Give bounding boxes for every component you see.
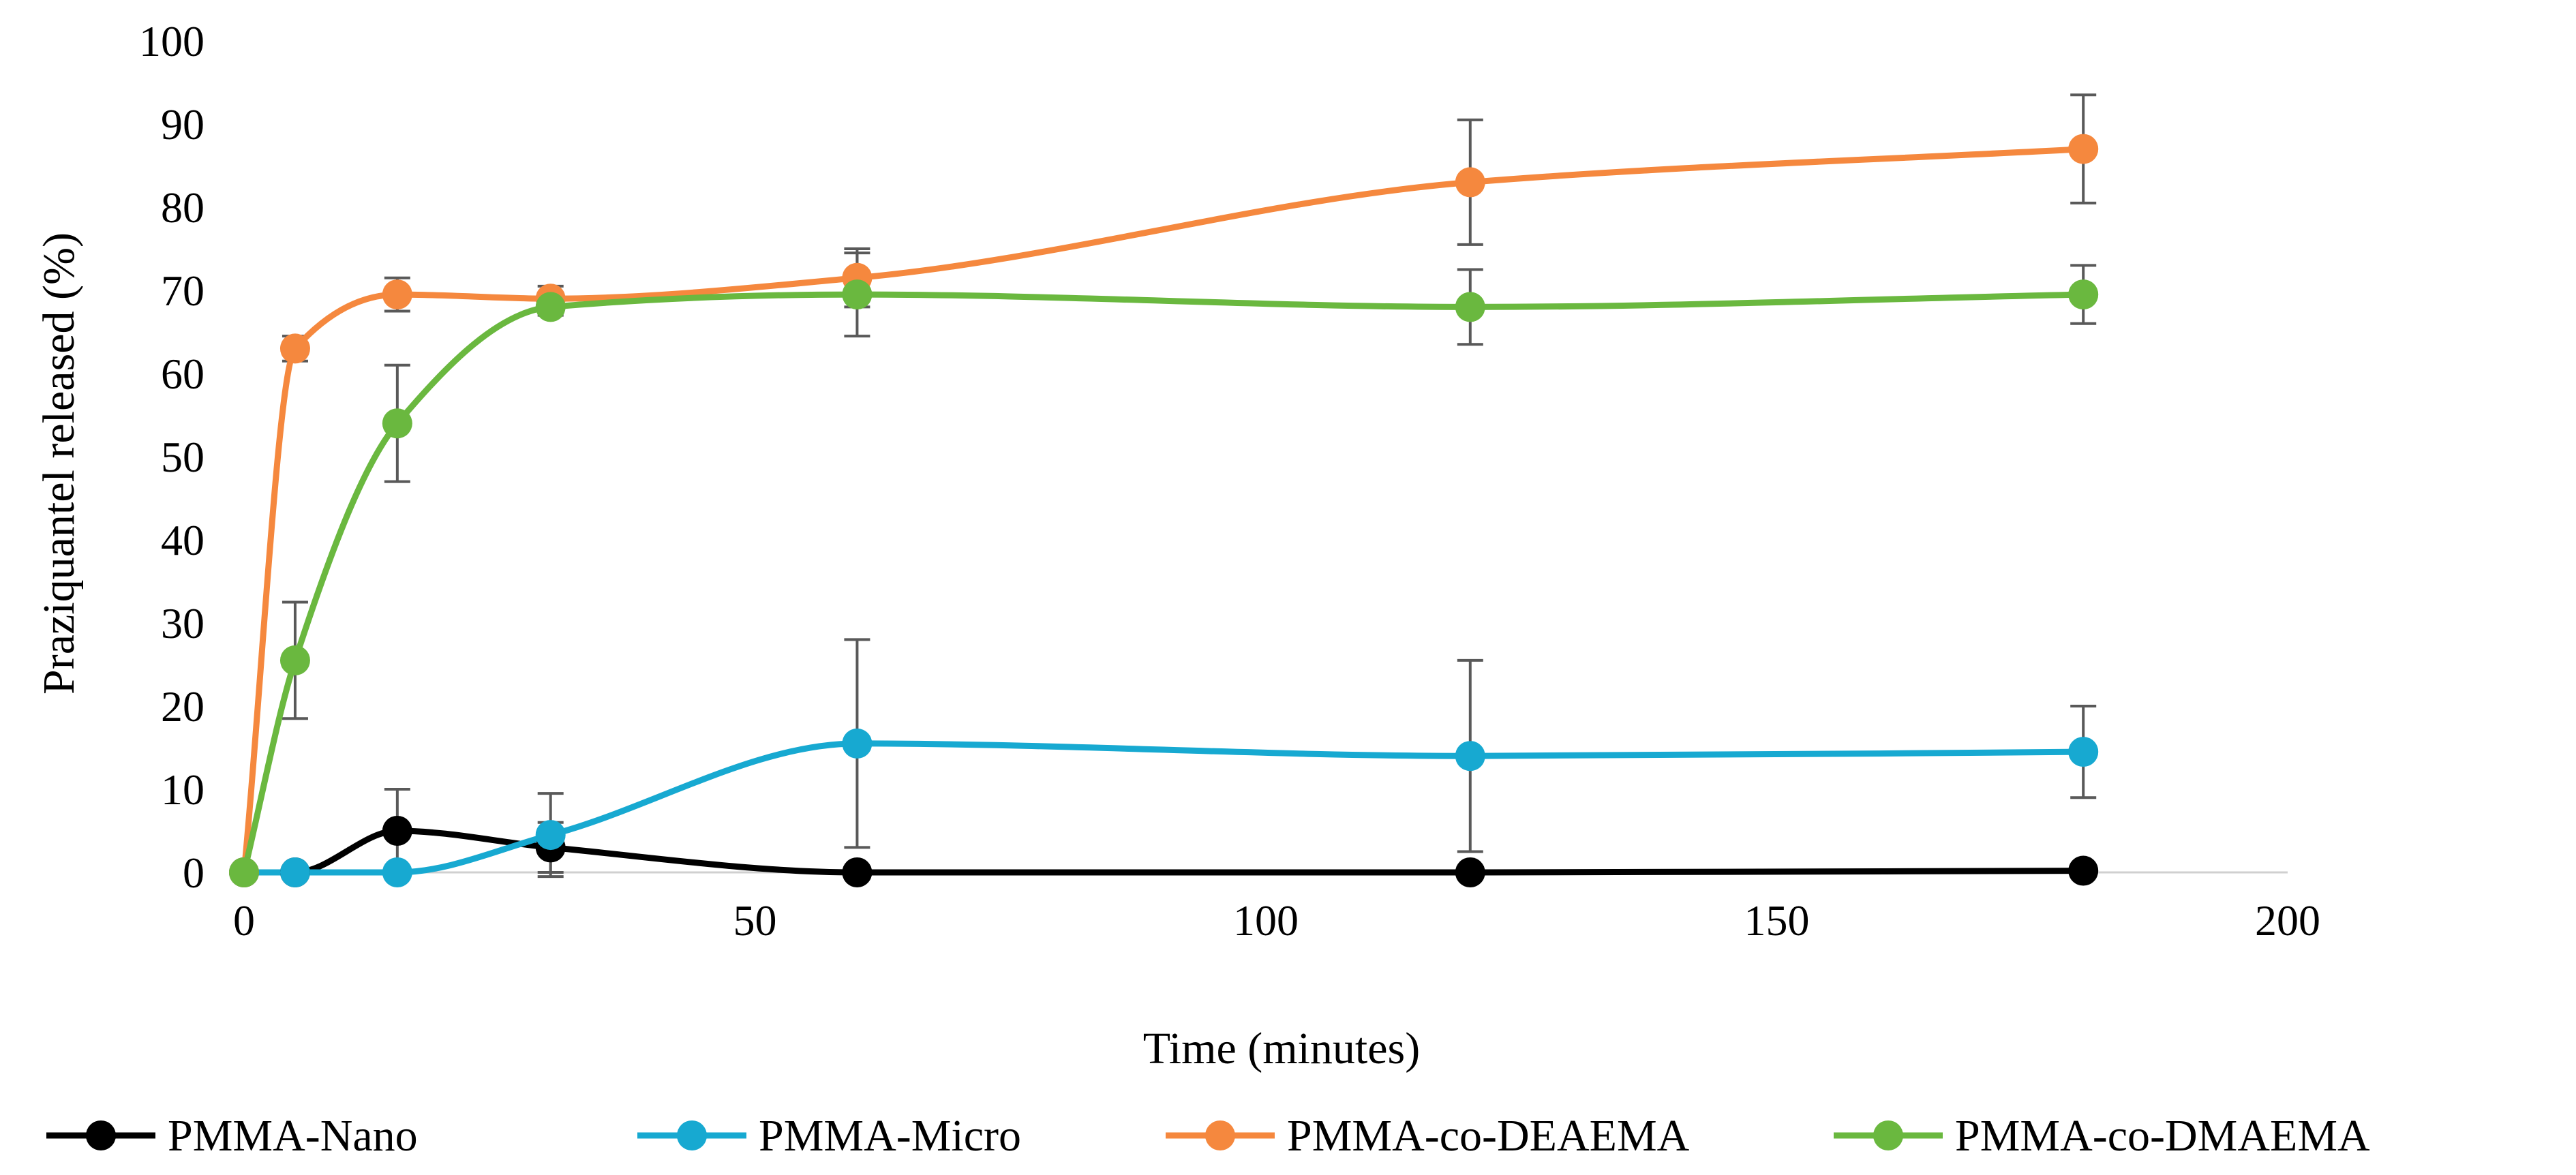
y-tick-label: 30 <box>161 599 204 647</box>
pmma-micro-line <box>241 740 2087 876</box>
pmma-co-deaema-line <box>241 146 2087 876</box>
y-tick-label: 100 <box>139 17 204 65</box>
y-tick-label: 50 <box>161 433 204 481</box>
pmma-nano-line <box>241 827 2087 876</box>
legend-label: PMMA-Nano <box>168 1111 418 1161</box>
legend-swatch-marker <box>1873 1120 1903 1150</box>
legend-label: PMMA-co-DEAEMA <box>1287 1111 1690 1161</box>
x-tick-label: 50 <box>733 896 777 945</box>
pmma-nano-point <box>2068 855 2099 886</box>
pmma-micro-point <box>382 857 412 887</box>
pmma-co-dmaema-point <box>842 279 873 310</box>
legend-label: PMMA-co-DMAEMA <box>1955 1111 2370 1161</box>
y-tick-label: 80 <box>161 183 204 232</box>
x-axis-title: Time (minutes) <box>1143 1024 1420 1073</box>
y-tick-label: 40 <box>161 516 204 564</box>
legend-swatch-marker <box>1205 1120 1235 1150</box>
legend-item-pmma-co-dmaema: PMMA-co-DMAEMA <box>1834 1111 2370 1161</box>
x-tick-label: 0 <box>233 896 255 945</box>
legend-label: PMMA-Micro <box>759 1111 1021 1161</box>
x-axis: 0 50 100 150 200 <box>233 871 2320 945</box>
y-tick-label: 0 <box>183 849 204 897</box>
y-tick-label: 90 <box>161 100 204 149</box>
pmma-micro-point <box>279 857 310 887</box>
legend-item-pmma-nano: PMMA-Nano <box>46 1111 418 1161</box>
y-axis-ticks: 0 10 20 30 40 50 60 70 80 90 100 <box>139 17 204 897</box>
pmma-nano-point <box>382 816 412 846</box>
legend-item-pmma-co-deaema: PMMA-co-DEAEMA <box>1166 1111 1690 1161</box>
pmma-co-dmaema-point <box>382 408 412 439</box>
pmma-co-deaema-point <box>382 279 412 310</box>
pmma-co-dmaema-point <box>535 292 566 322</box>
pmma-micro-point <box>842 728 873 759</box>
pmma-co-deaema-point <box>2068 134 2099 164</box>
series-markers <box>229 134 2099 887</box>
pmma-co-dmaema-point <box>279 645 310 675</box>
pmma-nano-point <box>1455 857 1485 887</box>
pmma-micro-point <box>535 820 566 851</box>
x-tick-label: 100 <box>1233 896 1299 945</box>
pmma-co-dmaema-line <box>241 291 2087 876</box>
x-tick-label: 150 <box>1744 896 1810 945</box>
y-tick-label: 60 <box>161 350 204 398</box>
pmma-co-dmaema-point <box>2068 279 2099 310</box>
pmma-co-dmaema-point <box>229 857 259 887</box>
y-axis-title: Praziquantel released (%) <box>34 232 84 695</box>
x-tick-label: 200 <box>2255 896 2320 945</box>
y-tick-label: 70 <box>161 266 204 315</box>
legend: PMMA-Nano PMMA-Micro PMMA-co-DEAEMA PMMA-co… <box>46 1111 2370 1161</box>
pmma-co-deaema-point <box>279 333 310 364</box>
y-tick-label: 20 <box>161 682 204 731</box>
pmma-micro-point <box>1455 741 1485 772</box>
pmma-nano-point <box>842 857 873 887</box>
legend-swatch-marker <box>86 1120 116 1150</box>
legend-swatch-marker <box>677 1120 707 1150</box>
legend-item-pmma-micro: PMMA-Micro <box>637 1111 1021 1161</box>
pmma-co-dmaema-point <box>1455 292 1485 322</box>
series-lines <box>241 146 2087 876</box>
y-tick-label: 10 <box>161 765 204 814</box>
error-bars <box>282 93 2097 879</box>
pmma-co-deaema-point <box>1455 167 1485 198</box>
pmma-micro-point <box>2068 737 2099 767</box>
